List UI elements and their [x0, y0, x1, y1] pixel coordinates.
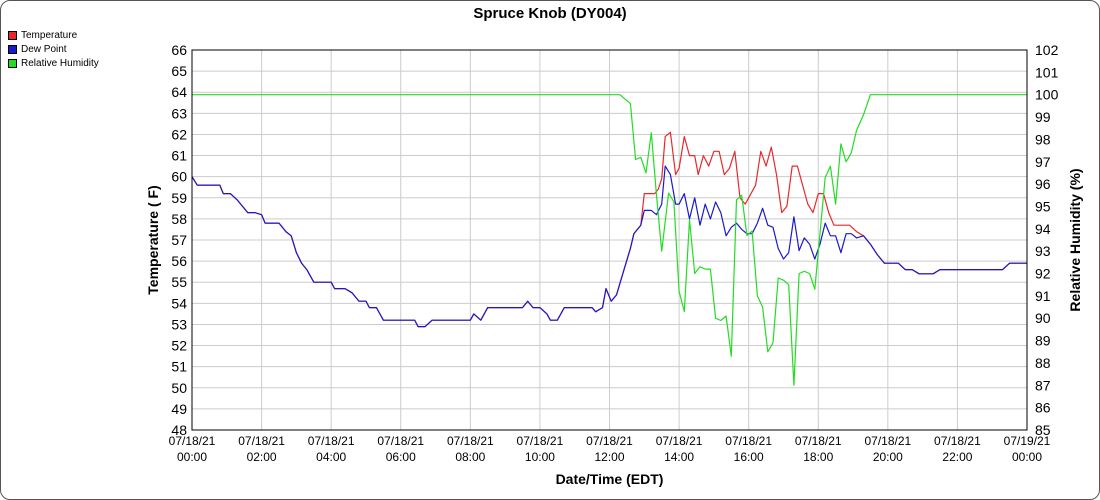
x-tick-time: 18:00 — [803, 450, 833, 464]
series-layer — [191, 94, 1027, 386]
x-tick-time: 02:00 — [247, 450, 277, 464]
plot-border — [191, 49, 1028, 431]
grid — [191, 49, 1028, 431]
y-tick-left: 58 — [171, 211, 187, 227]
y-tick-right: 98 — [1035, 131, 1051, 147]
y-tick-right: 93 — [1035, 243, 1051, 259]
x-tick-time: 16:00 — [734, 450, 764, 464]
x-tick-time: 20:00 — [873, 450, 903, 464]
y-tick-left: 61 — [171, 148, 187, 164]
y-tick-right: 99 — [1035, 109, 1051, 125]
x-tick-date: 07/18/21 — [308, 434, 355, 448]
y-tick-right: 94 — [1035, 221, 1051, 237]
legend-label-relative-humidity: Relative Humidity — [21, 57, 99, 69]
legend-item-relative-humidity: Relative Humidity — [8, 56, 99, 70]
x-tick-date: 07/18/21 — [656, 434, 703, 448]
x-tick-date: 07/18/21 — [377, 434, 424, 448]
y-tick-right: 96 — [1035, 176, 1051, 192]
y-tick-left: 51 — [171, 359, 187, 375]
legend-swatch-relative-humidity — [8, 58, 17, 68]
x-tick-date: 07/18/21 — [238, 434, 285, 448]
y-tick-right: 87 — [1035, 377, 1051, 393]
x-tick-time: 12:00 — [594, 450, 624, 464]
legend: Temperature Dew Point Relative Humidity — [8, 28, 99, 70]
y-tick-left: 64 — [171, 84, 187, 100]
y-axis-title-right: Relative Humidity (%) — [1067, 168, 1083, 311]
y-tick-left: 65 — [171, 63, 187, 79]
y-tick-left: 53 — [171, 316, 187, 332]
y-tick-left: 60 — [171, 169, 187, 185]
y-tick-left: 54 — [171, 295, 187, 311]
x-axis-title: Date/Time (EDT) — [556, 471, 664, 487]
y-tick-left: 56 — [171, 253, 187, 269]
x-tick-date: 07/18/21 — [795, 434, 842, 448]
x-tick-date: 07/18/21 — [447, 434, 494, 448]
x-tick-date: 07/18/21 — [586, 434, 633, 448]
y-tick-right: 91 — [1035, 288, 1051, 304]
x-tick-time: 22:00 — [942, 450, 972, 464]
y-tick-right: 89 — [1035, 333, 1051, 349]
y-tick-left: 59 — [171, 190, 187, 206]
series-line-dew-point — [191, 165, 1027, 328]
y-tick-right: 102 — [1035, 42, 1059, 58]
chart-title: Spruce Knob (DY004) — [473, 5, 627, 22]
y-tick-left: 62 — [171, 126, 187, 142]
y-tick-right: 92 — [1035, 266, 1051, 282]
x-tick-date: 07/18/21 — [725, 434, 772, 448]
y-tick-left: 48 — [171, 422, 187, 438]
y-tick-left: 49 — [171, 401, 187, 417]
y-tick-right: 97 — [1035, 154, 1051, 170]
y-tick-left: 52 — [171, 338, 187, 354]
x-tick-time: 08:00 — [455, 450, 485, 464]
x-tick-time: 00:00 — [1012, 450, 1042, 464]
y-tick-left: 63 — [171, 105, 187, 121]
y-tick-right: 95 — [1035, 198, 1051, 214]
y-tick-left: 57 — [171, 232, 187, 248]
x-tick-time: 00:00 — [177, 450, 207, 464]
y-tick-left: 66 — [171, 42, 187, 58]
y-tick-right: 86 — [1035, 400, 1051, 416]
x-tick-time: 14:00 — [664, 450, 694, 464]
legend-label-dew-point: Dew Point — [21, 43, 67, 55]
x-tick-date: 07/18/21 — [934, 434, 981, 448]
y-tick-left: 55 — [171, 274, 187, 290]
x-tick-time: 04:00 — [316, 450, 346, 464]
x-tick-time: 10:00 — [525, 450, 555, 464]
y-axis-title-left: Temperature ( F) — [145, 185, 161, 294]
x-tick-date: 07/18/21 — [517, 434, 564, 448]
legend-item-temperature: Temperature — [8, 28, 99, 42]
y-tick-right: 100 — [1035, 87, 1059, 103]
y-tick-right: 85 — [1035, 422, 1051, 438]
x-tick-date: 07/18/21 — [169, 434, 216, 448]
y-tick-right: 88 — [1035, 355, 1051, 371]
legend-label-temperature: Temperature — [21, 29, 78, 41]
y-tick-right: 101 — [1035, 64, 1059, 80]
legend-swatch-temperature — [8, 30, 17, 40]
x-tick-date: 07/19/21 — [1004, 434, 1051, 448]
tick-labels: 07/18/21 00:00 07/18/21 02:00 07/18/21 04:00 0… — [169, 42, 1059, 464]
y-tick-right: 90 — [1035, 310, 1051, 326]
legend-item-dew-point: Dew Point — [8, 42, 99, 56]
x-tick-time: 06:00 — [386, 450, 416, 464]
legend-swatch-dew-point — [8, 44, 17, 54]
series-line-relative-humidity — [192, 94, 1027, 386]
x-tick-date: 07/18/21 — [864, 434, 911, 448]
y-tick-left: 50 — [171, 380, 187, 396]
